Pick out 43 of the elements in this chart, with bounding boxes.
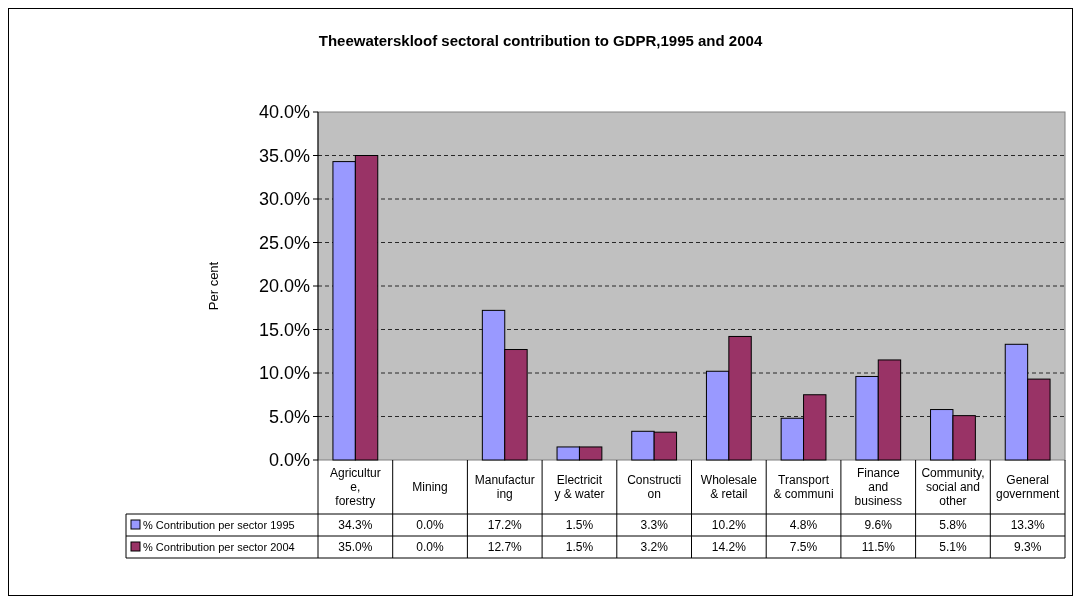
x-tick-label: Community, social and other [921,466,985,509]
legend-label: % Contribution per sector 1995 [143,518,295,531]
x-tick-label: Wholesale & retail [700,473,758,502]
y-tick-label: 10.0% [258,363,310,384]
x-tick-label: Finance and business [854,466,902,509]
x-tick-label: Agriculture, forestry [330,466,381,509]
x-tick-label: Construction [627,473,682,502]
y-tick-label: 40.0% [258,102,310,123]
data-label: 17.2% [487,518,523,533]
y-axis-title: Per cent [206,261,221,311]
data-label: 5.1% [939,540,967,555]
data-label: 12.7% [487,540,523,555]
y-tick-label: 25.0% [258,232,310,253]
data-label: 35.0% [338,540,373,555]
data-label: 1.5% [565,518,594,533]
x-tick-label: Electricity & water [554,473,605,502]
legend-label: % Contribution per sector 2004 [143,540,295,553]
data-label: 7.5% [789,540,818,555]
data-label: 3.2% [640,540,669,555]
data-label: 1.5% [565,540,594,555]
y-tick-label: 20.0% [258,276,310,297]
data-label: 0.0% [416,540,445,555]
y-tick-label: 35.0% [258,145,310,166]
x-tick-label: Transport & communi [773,473,834,502]
y-tick-label: 0.0% [268,450,310,471]
data-label: 9.3% [1013,540,1042,555]
x-tick-label: General government [995,473,1060,502]
data-label: 34.3% [338,518,373,533]
data-label: 4.8% [789,518,818,533]
y-tick-label: 5.0% [268,406,310,427]
x-tick-label: Mining [412,480,448,495]
chart-title: Theewaterskloof sectoral contribution to GDPR,1995 and 2004 [318,32,763,49]
y-tick-label: 15.0% [258,319,310,340]
data-label: 10.2% [711,518,747,533]
data-label: 14.2% [711,540,747,555]
data-label: 11.5% [861,540,896,555]
x-tick-label: Manufacturing [474,473,535,502]
data-label: 0.0% [416,518,445,533]
data-label: 3.3% [640,518,669,533]
data-label: 13.3% [1010,518,1045,533]
y-tick-label: 30.0% [258,189,310,210]
data-label: 5.8% [939,518,967,533]
data-label: 9.6% [864,518,893,533]
